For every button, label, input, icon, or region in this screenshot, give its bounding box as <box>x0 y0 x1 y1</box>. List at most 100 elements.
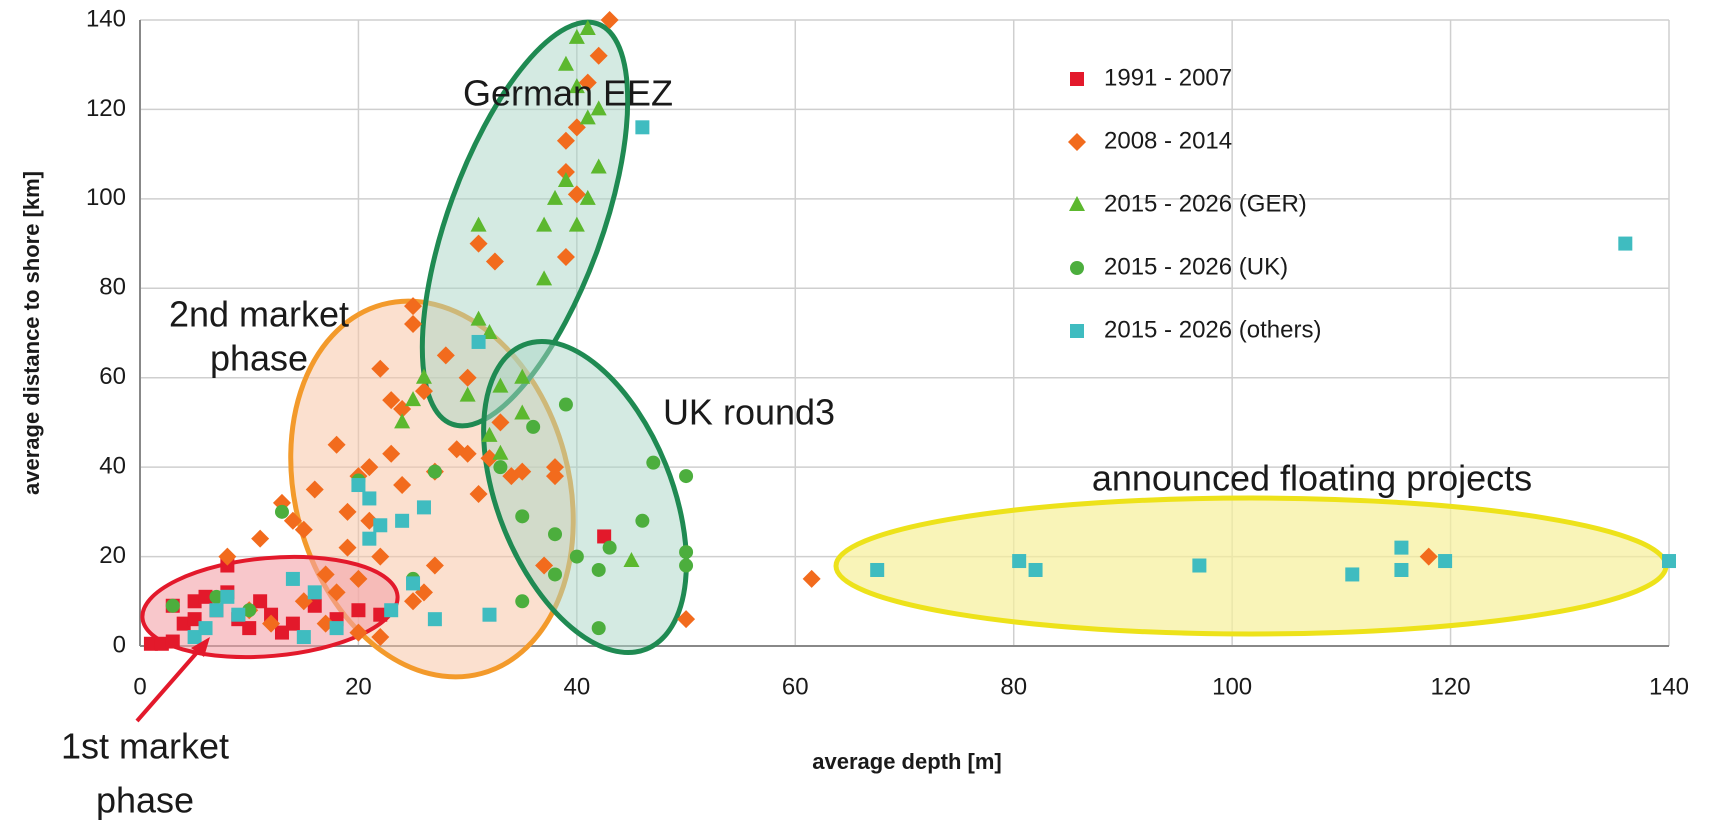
point <box>591 562 606 577</box>
annotation: announced floating projects <box>1092 458 1532 499</box>
point <box>470 310 487 326</box>
point <box>578 73 597 92</box>
legend: 1991 - 2007 2008 - 2014 2015 - 2026 (GER) 2… <box>1068 64 1321 343</box>
y-tick-label: 40 <box>99 452 126 479</box>
point <box>546 458 565 477</box>
point <box>1394 562 1409 577</box>
point <box>548 567 563 582</box>
point <box>515 509 530 524</box>
point <box>404 315 423 334</box>
point <box>635 513 650 528</box>
x-tick-label: 120 <box>1431 673 1471 700</box>
point <box>568 216 585 232</box>
point <box>491 413 510 432</box>
legend-label: 2015 - 2026 (GER) <box>1104 190 1307 217</box>
point <box>294 520 313 539</box>
point <box>1012 554 1027 569</box>
point <box>471 334 486 349</box>
point <box>590 158 607 174</box>
point <box>535 556 554 575</box>
x-tick-label: 40 <box>564 673 591 700</box>
point <box>623 552 640 568</box>
point <box>481 426 498 442</box>
point <box>602 540 617 555</box>
point <box>406 576 421 591</box>
point <box>556 131 575 150</box>
point <box>382 444 401 463</box>
point <box>231 607 246 622</box>
point <box>338 538 357 557</box>
point <box>646 455 661 470</box>
point <box>427 464 442 479</box>
point <box>283 511 302 530</box>
point <box>187 594 202 609</box>
point <box>395 513 410 528</box>
point <box>558 397 573 412</box>
point <box>371 628 390 647</box>
y-tick-label: 20 <box>99 542 126 569</box>
point <box>414 382 433 401</box>
point <box>307 585 322 600</box>
point <box>285 616 300 631</box>
x-axis-label: average depth [m] <box>812 749 1002 774</box>
point <box>1028 562 1043 577</box>
point <box>349 623 368 642</box>
annotation: 2nd market <box>169 294 349 335</box>
point <box>393 476 412 495</box>
point <box>404 592 423 611</box>
point <box>485 252 504 271</box>
point <box>493 460 508 475</box>
legend-label: 2015 - 2026 (others) <box>1104 316 1321 343</box>
legend-swatch <box>1070 324 1084 338</box>
labels: German EEZ 2nd market phase UK round3 an… <box>19 73 1532 821</box>
point <box>679 558 694 573</box>
x-tick-label: 20 <box>345 673 372 700</box>
point <box>362 531 377 546</box>
legend-swatch <box>1069 196 1085 211</box>
point <box>600 11 619 29</box>
point <box>220 589 235 604</box>
point <box>373 518 388 533</box>
point <box>459 386 476 402</box>
point <box>536 270 553 286</box>
point <box>1662 554 1676 569</box>
point <box>415 368 432 384</box>
point <box>557 171 574 187</box>
point <box>597 529 612 544</box>
arrow-shaft <box>135 647 202 723</box>
arrow-head <box>191 637 210 657</box>
point <box>187 612 202 627</box>
point <box>635 120 650 135</box>
point <box>470 216 487 232</box>
x-tick-label: 80 <box>1000 673 1027 700</box>
y-tick-label: 0 <box>113 631 126 658</box>
point <box>373 607 388 622</box>
point <box>218 547 237 566</box>
point <box>384 603 399 618</box>
point <box>515 594 530 609</box>
point <box>526 419 541 434</box>
point <box>870 562 885 577</box>
uk-round3-region <box>481 338 689 656</box>
point <box>209 603 224 618</box>
point <box>677 610 696 629</box>
point <box>351 478 366 493</box>
point <box>187 630 202 645</box>
point <box>1192 558 1207 573</box>
x-tick-label: 60 <box>782 673 809 700</box>
point <box>349 569 368 588</box>
legend-swatch <box>1070 261 1084 275</box>
point <box>568 28 585 44</box>
point <box>251 529 270 548</box>
point <box>556 247 575 266</box>
point <box>579 109 596 125</box>
point <box>569 549 584 564</box>
point <box>1618 236 1633 251</box>
point <box>590 100 607 116</box>
point <box>482 607 497 622</box>
point <box>802 569 821 588</box>
annotation: German EEZ <box>463 73 673 114</box>
point <box>165 598 180 613</box>
point <box>1438 554 1453 569</box>
point <box>568 78 585 94</box>
